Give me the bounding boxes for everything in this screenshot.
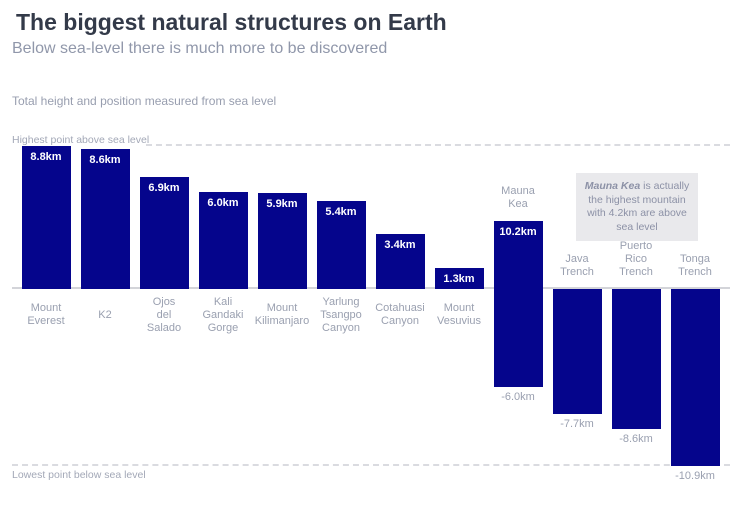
bar-bottom-value-label: -8.6km <box>619 432 653 445</box>
bar-name-line: Ojos <box>152 295 176 308</box>
bar-name-line: Cotahuasi <box>375 302 425 314</box>
bar-name-line: Trench <box>560 266 594 278</box>
bar-name-label: Mount Everest <box>4 296 88 334</box>
bar-mount-kilimanjaro: 5.9km <box>257 193 307 289</box>
bar-name-line: Vesuvius <box>436 315 482 327</box>
bar-name-label: Puerto Rico Trench <box>594 240 678 279</box>
bar-name-label: Tonga Trench <box>653 253 737 279</box>
bar-name-line: Rico <box>624 253 647 265</box>
bar-value-label: 5.4km <box>325 206 357 219</box>
annotation-bold-text: Mauna Kea <box>584 180 641 192</box>
bar-ojos-del-salado: 6.9km <box>139 176 189 289</box>
bar-name-line: Everest <box>27 315 65 327</box>
bar-name-line: Salado <box>146 321 182 334</box>
bar-name-label: Ojos del Salado <box>122 296 206 334</box>
bar-value-label: 10.2km <box>499 225 537 238</box>
lowest-point-dashed-line <box>12 464 730 466</box>
lowest-point-label: Lowest point below sea level <box>12 469 146 481</box>
bar-name-line: Puerto <box>619 240 653 252</box>
bar-name-label: Mount Kilimanjaro <box>240 296 324 334</box>
bar-java-trench <box>552 289 602 415</box>
page-subtitle: Below sea-level there is much more to be… <box>12 40 388 57</box>
bar-value-label: 3.4km <box>384 238 416 251</box>
bar-k2: 8.6km <box>80 149 130 289</box>
bar-value-label: 5.9km <box>266 198 298 211</box>
bar-name-line: Yarlung <box>322 295 360 308</box>
bar-name-line: Tonga <box>680 253 710 265</box>
bar-name-line: Kali <box>213 295 233 308</box>
bar-name-line: Kea <box>508 197 528 210</box>
bar-name-line: Mount <box>443 302 475 314</box>
bar-name-line: Mount <box>30 302 62 314</box>
bar-value-label: 6.9km <box>148 181 180 194</box>
bar-kali-gandaki-gorge: 6.0km <box>198 191 248 289</box>
bar-bottom-value-label: -10.9km <box>675 470 715 483</box>
bar-name-line: Kilimanjaro <box>254 315 310 327</box>
bar-name-line: Canyon <box>381 315 419 327</box>
bar-name-label: Mount Vesuvius <box>417 296 501 334</box>
bar-value-label: 8.6km <box>89 154 121 167</box>
page-title: The biggest natural structures on Earth <box>16 9 447 35</box>
bar-bottom-value-label: -7.7km <box>560 418 594 431</box>
bar-name-line: Tsangpo <box>320 308 362 321</box>
bar-mount-everest: 8.8km <box>21 146 71 289</box>
highest-point-label: Highest point above sea level <box>12 134 150 146</box>
bar-name-line: del <box>156 308 172 321</box>
bar-name-label: Kali Gandaki Gorge <box>181 296 265 334</box>
bar-name-label: Cotahuasi Canyon <box>358 296 442 334</box>
bar-value-label: 1.3km <box>443 272 475 285</box>
bar-name-line: Gandaki <box>202 308 244 321</box>
bar-mauna-kea: 10.2km <box>493 220 543 387</box>
bar-yarlung-tsangpo-canyon: 5.4km <box>316 201 366 289</box>
bar-puerto-rico-trench <box>611 289 661 429</box>
bar-name-label: Yarlung Tsangpo Canyon <box>299 296 383 334</box>
bar-name-line: Mauna <box>501 184 535 197</box>
bar-name-line: Trench <box>619 266 653 278</box>
bar-name-line: K2 <box>98 308 112 321</box>
bar-mount-vesuvius: 1.3km <box>434 267 484 289</box>
sea-level-axis-line <box>12 287 730 289</box>
highest-point-dashed-line <box>146 144 730 146</box>
bar-bottom-value-label: -6.0km <box>501 390 535 403</box>
bar-value-label: 8.8km <box>30 151 62 163</box>
bar-name-line: Trench <box>678 266 712 278</box>
bar-value-label: 6.0km <box>207 196 239 209</box>
chart-caption: Total height and position measured from … <box>12 94 277 108</box>
bar-name-label: K2 <box>63 296 147 334</box>
bar-name-line: Mount <box>266 302 298 314</box>
bar-tonga-trench <box>670 289 720 467</box>
bar-name-line: Gorge <box>207 321 239 334</box>
bar-cotahuasi-canyon: 3.4km <box>375 233 425 289</box>
bar-name-label: Mauna Kea <box>476 185 560 211</box>
bar-name-line: Java <box>565 253 589 265</box>
bar-name-line: Canyon <box>322 321 360 334</box>
mauna-kea-annotation: Mauna Kea is actually the highest mounta… <box>576 173 698 241</box>
bar-name-label: Java Trench <box>535 253 619 279</box>
annotation-rest-text: is actually the highest mountain with 4.… <box>587 180 690 233</box>
